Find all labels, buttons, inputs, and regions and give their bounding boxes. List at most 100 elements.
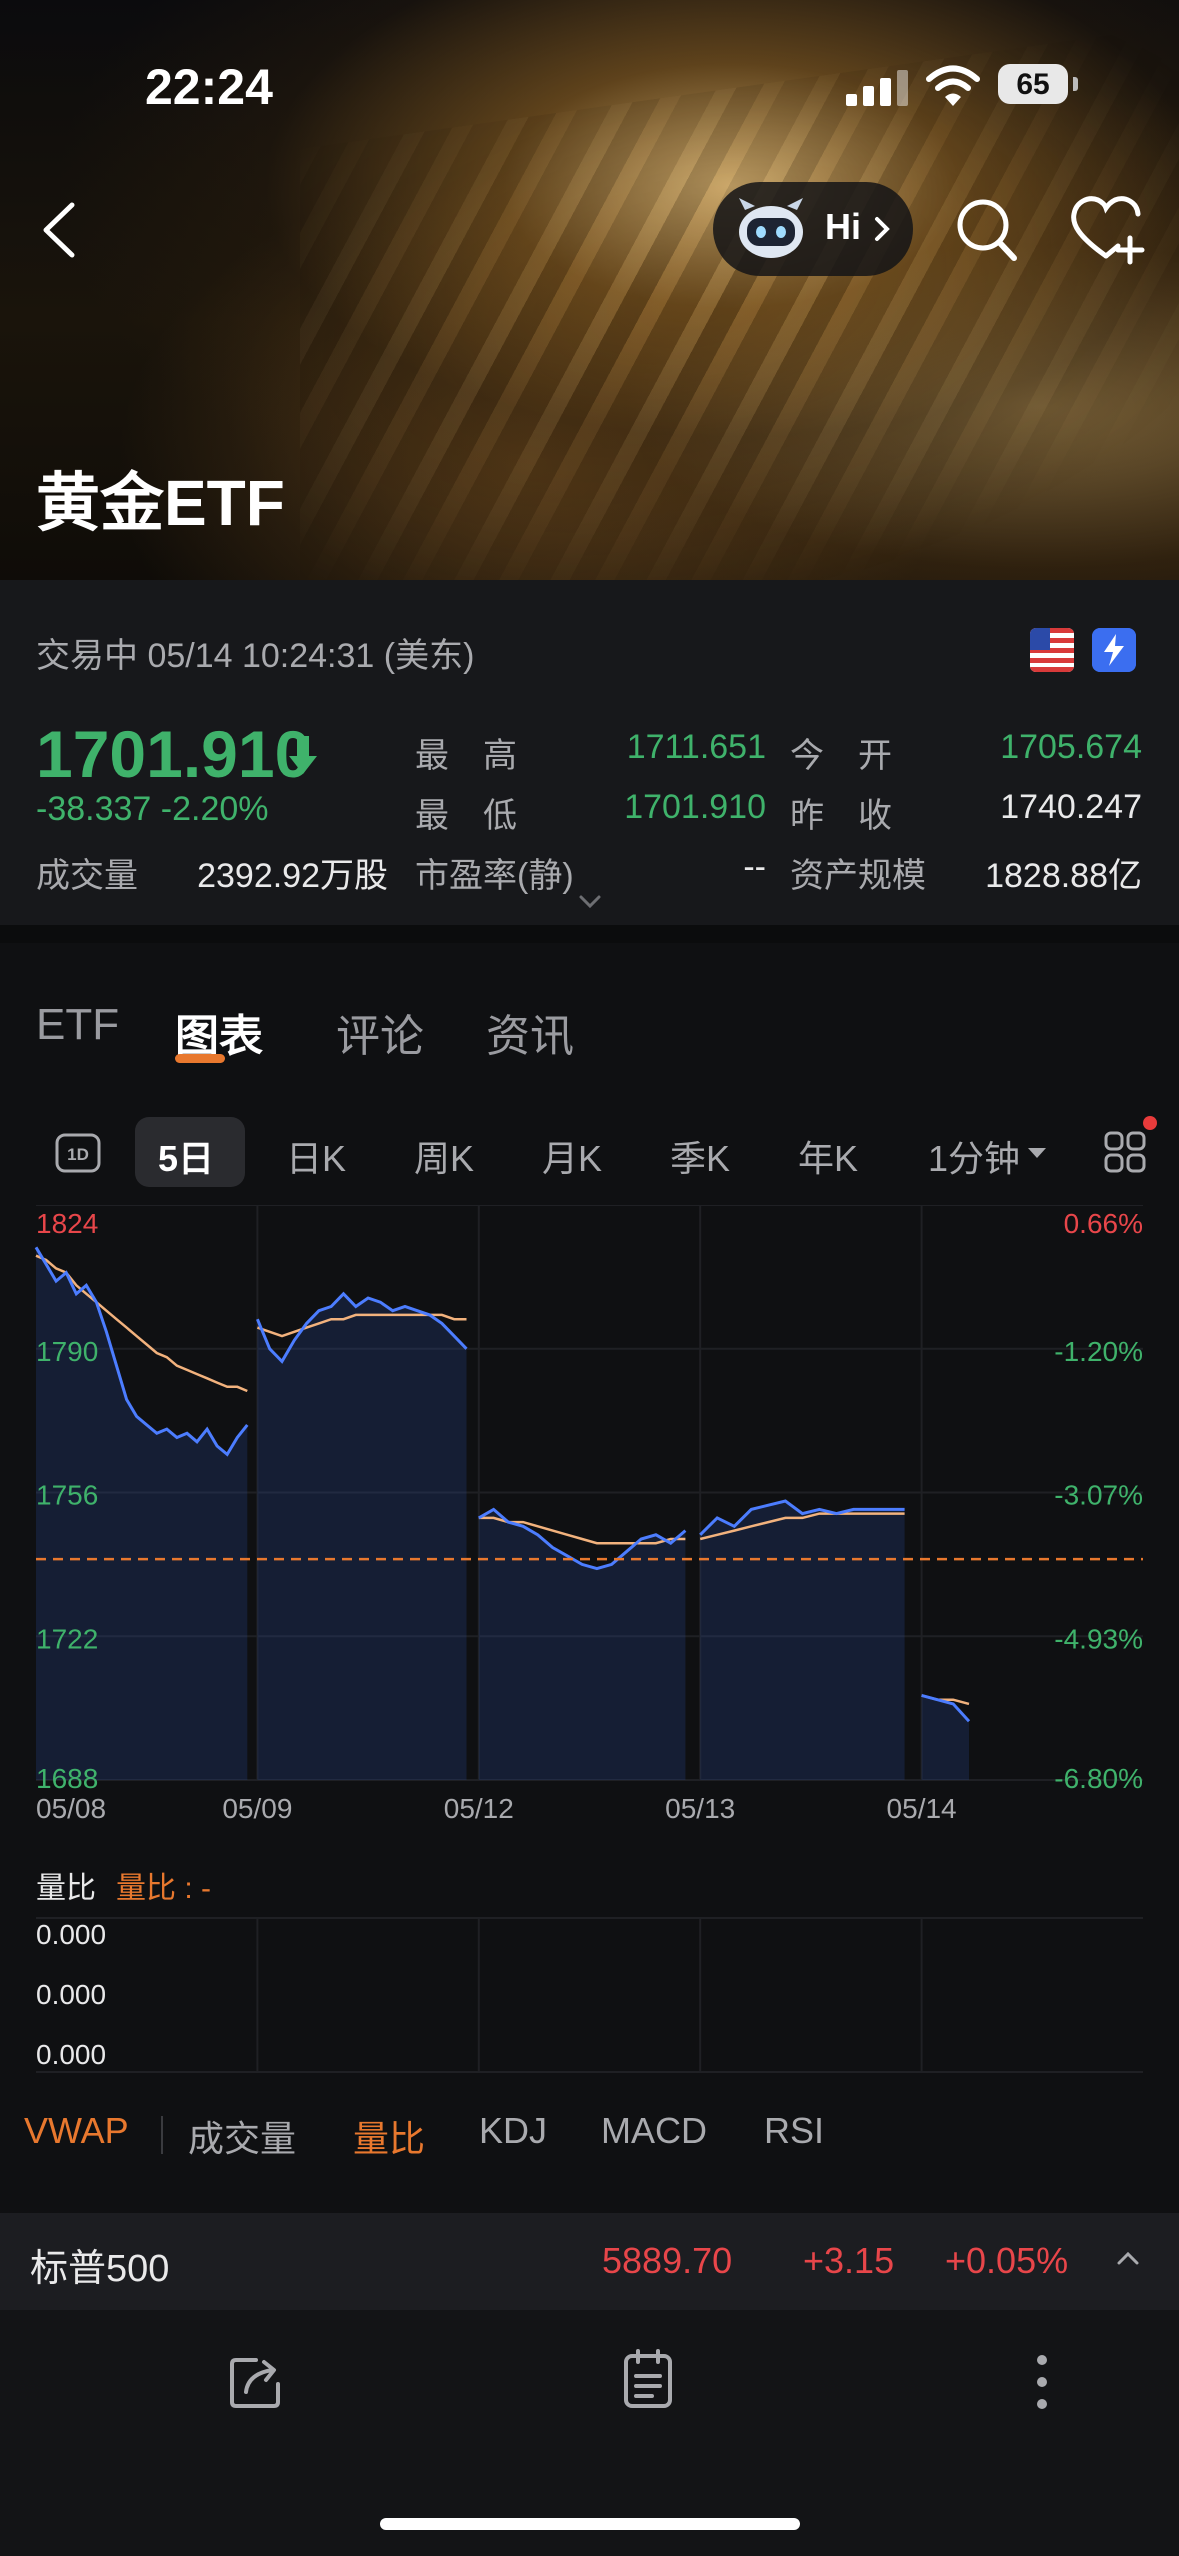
y-axis-label-left: 1756 xyxy=(36,1480,98,1511)
us-flag-icon xyxy=(1030,628,1074,672)
price-line xyxy=(921,1693,971,1723)
indicator-tab-macd[interactable]: MACD xyxy=(601,2110,707,2151)
y-axis-label-left: 1722 xyxy=(36,1623,98,1654)
x-axis-label: 05/14 xyxy=(887,1793,957,1824)
wifi-icon xyxy=(926,65,980,106)
period-1min[interactable]: 1分钟 xyxy=(928,1138,1021,1179)
search-icon[interactable] xyxy=(952,192,1022,266)
high-value: 1711.651 xyxy=(626,728,766,766)
volume-value: 2392.92万股 xyxy=(197,857,388,895)
volume-ratio-chart[interactable]: 0.000 0.000 0.000 xyxy=(0,1900,1179,2080)
battery-icon: 65 xyxy=(998,64,1078,106)
price-line xyxy=(256,1291,468,1364)
low-label: 最 低 xyxy=(415,797,517,835)
indicator-y-label: 0.000 xyxy=(36,1979,106,2010)
price-change: -38.337 -2.20% xyxy=(36,790,269,828)
period-monthly[interactable]: 月K xyxy=(542,1138,603,1179)
add-favorite-icon[interactable] xyxy=(1068,192,1148,266)
y-axis-label-right: -6.80% xyxy=(1054,1763,1143,1794)
index-value: 5889.70 xyxy=(602,2240,733,2281)
lightning-badge-icon[interactable] xyxy=(1092,628,1136,672)
average-price-line xyxy=(35,1254,248,1393)
tab-chart[interactable]: 图表 xyxy=(175,1012,263,1061)
period-5d[interactable]: 5日 xyxy=(158,1138,215,1179)
chevron-right-icon xyxy=(875,217,890,241)
price-area xyxy=(478,1509,686,1780)
indicator-tab-vwap[interactable]: VWAP xyxy=(24,2110,129,2151)
prev-close-value: 1740.247 xyxy=(1000,788,1142,826)
pe-value: -- xyxy=(743,848,766,886)
grid-menu-icon[interactable] xyxy=(1103,1130,1147,1174)
1d-chart-icon[interactable]: 1D xyxy=(55,1133,101,1173)
y-axis-label-left: 1824 xyxy=(36,1208,98,1239)
volume-label: 成交量 xyxy=(36,857,138,895)
chevron-up-icon[interactable] xyxy=(1116,2250,1140,2266)
signal-icon xyxy=(846,70,910,106)
battery-level: 65 xyxy=(1016,68,1050,101)
indicator-y-label: 0.000 xyxy=(36,1919,106,1950)
hero-banner xyxy=(0,0,1179,580)
intraday-chart[interactable]: 1824 1790 1756 1722 1688 0.66% -1.20% -3.07% -4.… xyxy=(0,1205,1179,1825)
high-label: 最 高 xyxy=(415,737,517,775)
share-icon[interactable] xyxy=(228,2352,284,2410)
robot-icon xyxy=(739,198,803,258)
open-label: 今 开 xyxy=(790,737,892,775)
price-line xyxy=(34,1246,249,1457)
indicator-tab-rsi[interactable]: RSI xyxy=(764,2110,825,2151)
aum-label: 资产规模 xyxy=(790,857,926,895)
price-area xyxy=(36,1247,248,1780)
expand-chevron-icon[interactable] xyxy=(578,893,602,911)
ai-assistant-button[interactable]: Hi xyxy=(713,182,913,276)
average-price-line xyxy=(699,1512,905,1541)
x-axis-label: 05/08 xyxy=(36,1793,106,1824)
indicator-y-label: 0.000 xyxy=(36,2039,106,2070)
index-ticker-bar[interactable] xyxy=(0,2213,1179,2310)
period-yearly[interactable]: 年K xyxy=(798,1138,859,1179)
tab-comments[interactable]: 评论 xyxy=(336,1012,424,1061)
price-line xyxy=(478,1507,687,1571)
tab-etf[interactable]: ETF xyxy=(36,1000,120,1049)
y-axis-label-right: 0.66% xyxy=(1064,1208,1143,1239)
notes-icon[interactable] xyxy=(622,2348,674,2410)
index-change-pct: +0.05% xyxy=(945,2240,1069,2281)
more-options-icon[interactable] xyxy=(1030,2352,1054,2412)
indicator-tab-volume[interactable]: 成交量 xyxy=(188,2118,297,2159)
price-area xyxy=(921,1695,970,1780)
period-quarterly[interactable]: 季K xyxy=(670,1138,731,1179)
indicator-tab-kdj[interactable]: KDJ xyxy=(479,2110,548,2151)
indicator-divider xyxy=(161,2116,163,2154)
price-area xyxy=(700,1501,905,1780)
period-selected-bg xyxy=(135,1117,245,1187)
y-axis-label-left: 1790 xyxy=(36,1336,98,1367)
period-daily[interactable]: 日K xyxy=(286,1138,347,1179)
active-tab-indicator xyxy=(175,1054,225,1063)
hi-label: Hi xyxy=(825,206,861,247)
indicator-tab-volume-ratio[interactable]: 量比 xyxy=(353,2118,426,2159)
pe-label: 市盈率(静) xyxy=(415,857,574,895)
trading-status: 交易中 05/14 10:24:31 (美东) xyxy=(36,637,475,675)
low-value: 1701.910 xyxy=(624,788,766,826)
open-value: 1705.674 xyxy=(1000,728,1142,766)
home-indicator xyxy=(380,2518,800,2530)
y-axis-label-right: -4.93% xyxy=(1054,1623,1143,1654)
bottom-toolbar xyxy=(0,2310,1179,2556)
back-icon[interactable] xyxy=(30,195,90,265)
indicator-title: 量比 xyxy=(36,1872,96,1905)
price-area xyxy=(257,1293,467,1780)
tab-news[interactable]: 资讯 xyxy=(486,1012,574,1061)
x-axis-label: 05/12 xyxy=(444,1793,514,1824)
x-axis-label: 05/09 xyxy=(222,1793,292,1824)
aum-value: 1828.88亿 xyxy=(985,857,1142,895)
down-arrow-icon xyxy=(289,736,317,774)
last-price: 1701.910 xyxy=(36,717,312,791)
prev-close-label: 昨 收 xyxy=(790,797,892,835)
svg-text:1D: 1D xyxy=(67,1145,89,1164)
x-axis-label: 05/13 xyxy=(665,1793,735,1824)
y-axis-label-right: -3.07% xyxy=(1054,1480,1143,1511)
section-divider xyxy=(0,925,1179,943)
index-name: 标普500 xyxy=(30,2248,170,2290)
page-title: 黄金ETF xyxy=(36,467,285,539)
period-weekly[interactable]: 周K xyxy=(414,1138,475,1179)
price-line xyxy=(699,1499,905,1536)
y-axis-label-left: 1688 xyxy=(36,1763,98,1794)
